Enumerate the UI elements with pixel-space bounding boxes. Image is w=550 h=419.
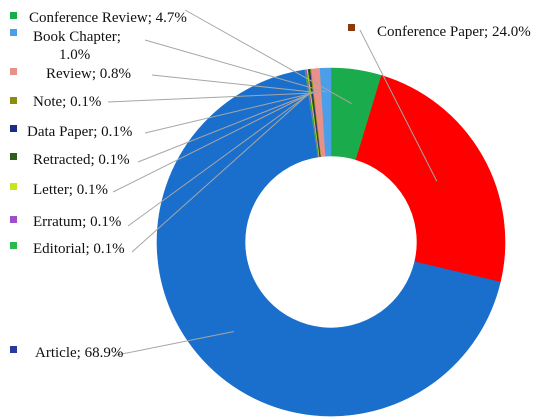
leader-line-review bbox=[151, 74, 318, 94]
data-label-letter: Letter; 0.1% bbox=[33, 182, 108, 198]
label-marker-letter bbox=[10, 183, 17, 190]
leader-line-editorial bbox=[131, 93, 310, 253]
leader-line-note bbox=[107, 92, 314, 103]
leader-line-data-paper bbox=[144, 92, 313, 134]
data-label-conference-review: Conference Review; 4.7% bbox=[29, 10, 187, 26]
leader-line-conference-paper bbox=[359, 29, 438, 182]
data-label-review: Review; 0.8% bbox=[46, 66, 131, 82]
label-marker-book-chapter bbox=[10, 29, 17, 36]
data-label-retracted: Retracted; 0.1% bbox=[33, 152, 130, 168]
data-labels: Conference Review; 4.7% Conference Paper;… bbox=[10, 10, 531, 361]
leader-line-erratum bbox=[127, 93, 311, 227]
leader-line-article bbox=[111, 330, 235, 357]
label-marker-article bbox=[10, 346, 17, 353]
slice-conference-paper bbox=[355, 75, 506, 283]
label-marker-data-paper bbox=[10, 125, 17, 132]
leader-line-retracted bbox=[137, 92, 312, 163]
label-marker-review bbox=[10, 68, 17, 75]
donut-slices bbox=[156, 67, 506, 417]
slice-article bbox=[156, 69, 501, 417]
data-label-editorial: Editorial; 0.1% bbox=[33, 241, 125, 257]
label-marker-conference-paper bbox=[348, 24, 355, 31]
label-marker-note bbox=[10, 97, 17, 104]
data-label-conference-paper: Conference Paper; 24.0% bbox=[377, 24, 531, 40]
leader-line-conference-review bbox=[184, 9, 352, 104]
data-label-erratum: Erratum; 0.1% bbox=[33, 214, 121, 230]
leader-line-book-chapter bbox=[144, 39, 327, 93]
label-marker-retracted bbox=[10, 153, 17, 160]
label-marker-erratum bbox=[10, 216, 17, 223]
data-label-note: Note; 0.1% bbox=[33, 94, 101, 110]
label-marker-editorial bbox=[10, 242, 17, 249]
leader-line-letter bbox=[112, 92, 312, 193]
data-label-book-chapter: Book Chapter; 1.0% bbox=[33, 29, 121, 63]
data-label-article: Article; 68.9% bbox=[35, 345, 123, 361]
leader-lines bbox=[107, 9, 438, 357]
label-marker-conference-review bbox=[10, 12, 17, 19]
data-label-data-paper: Data Paper; 0.1% bbox=[27, 124, 132, 140]
